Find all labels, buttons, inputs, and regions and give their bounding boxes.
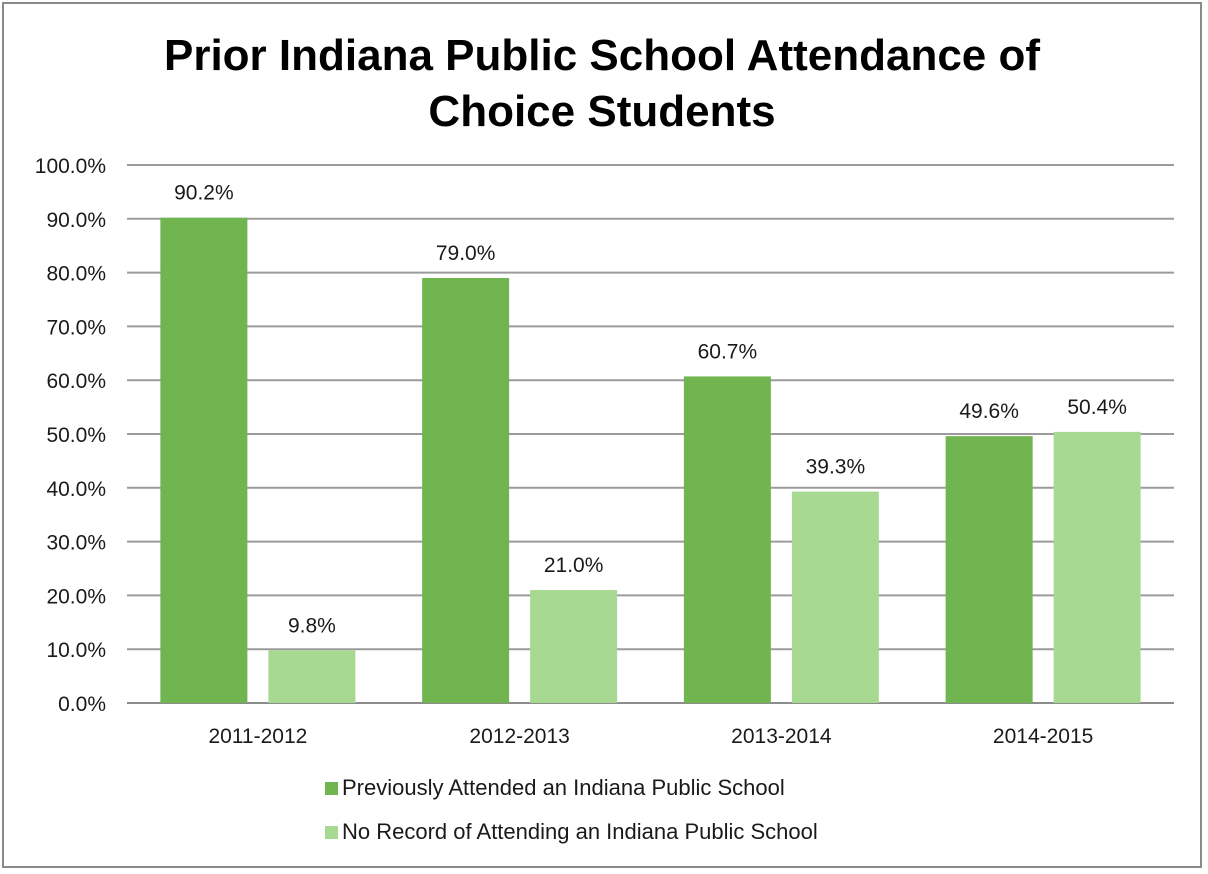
bar-previously-attended-2012-2013 — [422, 278, 509, 703]
y-tick-label: 70.0% — [46, 316, 106, 339]
y-tick-label: 100.0% — [35, 155, 106, 178]
bar-no-record-2011-2012 — [268, 650, 355, 703]
bar-chart: 0.0% 10.0% 20.0% 30.0% 40.0% 50.0% 60.0% 70.0% 8… — [0, 0, 1208, 874]
x-tick-label-2014-2015: 2014-2015 — [993, 725, 1093, 748]
legend: Previously Attended an Indiana Public Sc… — [325, 770, 818, 858]
y-tick-label: 30.0% — [46, 532, 106, 555]
y-tick-label: 40.0% — [46, 478, 106, 501]
data-label-previously-attended-2014-2015: 49.6% — [959, 400, 1019, 423]
legend-swatch-no-record — [325, 826, 338, 839]
x-tick-label-2013-2014: 2013-2014 — [731, 725, 832, 748]
legend-label-previously-attended: Previously Attended an Indiana Public Sc… — [342, 775, 785, 801]
bar-previously-attended-2011-2012 — [160, 218, 247, 703]
x-tick-label-2012-2013: 2012-2013 — [469, 725, 569, 748]
bar-no-record-2013-2014 — [792, 492, 879, 703]
legend-item-no-record: No Record of Attending an Indiana Public… — [325, 814, 818, 850]
y-tick-label: 10.0% — [46, 639, 106, 662]
data-label-no-record-2012-2013: 21.0% — [544, 554, 604, 577]
y-tick-label: 20.0% — [46, 585, 106, 608]
y-tick-label: 60.0% — [46, 370, 106, 393]
legend-swatch-previously-attended — [325, 782, 338, 795]
data-label-previously-attended-2013-2014: 60.7% — [698, 340, 758, 363]
legend-item-previously-attended: Previously Attended an Indiana Public Sc… — [325, 770, 818, 806]
y-tick-label: 0.0% — [58, 693, 106, 716]
y-tick-label: 50.0% — [46, 424, 106, 447]
legend-label-no-record: No Record of Attending an Indiana Public… — [342, 819, 818, 845]
y-axis-ticks: 0.0% 10.0% 20.0% 30.0% 40.0% 50.0% 60.0% 70.0% 8… — [35, 155, 106, 716]
data-label-previously-attended-2011-2012: 90.2% — [174, 182, 234, 205]
data-label-no-record-2011-2012: 9.8% — [288, 614, 336, 637]
y-tick-label: 90.0% — [46, 209, 106, 232]
bar-previously-attended-2013-2014 — [684, 376, 771, 703]
data-label-previously-attended-2012-2013: 79.0% — [436, 242, 496, 265]
data-label-no-record-2014-2015: 50.4% — [1067, 396, 1127, 419]
bar-previously-attended-2014-2015 — [946, 436, 1033, 703]
data-label-no-record-2013-2014: 39.3% — [806, 456, 866, 479]
y-tick-label: 80.0% — [46, 263, 106, 286]
bar-no-record-2012-2013 — [530, 590, 617, 703]
bar-no-record-2014-2015 — [1054, 432, 1141, 703]
x-axis-ticks: 2011-2012 2012-2013 2013-2014 2014-2015 — [208, 725, 1093, 748]
x-tick-label-2011-2012: 2011-2012 — [208, 725, 307, 748]
